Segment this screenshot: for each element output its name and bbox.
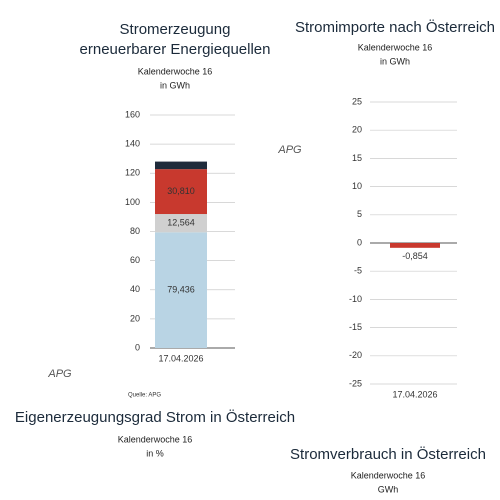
y-tick-label: -10 <box>349 294 362 304</box>
y-tick-label: 0 <box>357 237 362 247</box>
value-label: 12,564 <box>167 218 195 228</box>
value-label: 79,436 <box>167 285 195 295</box>
source: Quelle: APG <box>128 393 161 399</box>
y-tick-label: 20 <box>352 125 362 135</box>
y-tick-label: 20 <box>130 313 140 323</box>
y-tick-label: 140 <box>125 139 140 149</box>
logo: APG <box>277 144 302 156</box>
bar <box>155 214 207 233</box>
y-tick-label: 100 <box>125 197 140 207</box>
y-tick-label: 120 <box>125 168 140 178</box>
y-tick-label: 15 <box>352 153 362 163</box>
y-tick-label: 5 <box>357 209 362 219</box>
y-tick-label: 0 <box>135 342 140 352</box>
chart-title: Stromerzeugung <box>120 21 231 38</box>
y-tick-label: 10 <box>352 181 362 191</box>
y-tick-label: -15 <box>349 322 362 332</box>
chart-subtitle: Kalenderwoche 16 <box>138 66 213 76</box>
chart-title: Stromverbrauch in Österreich <box>290 445 486 463</box>
bar <box>390 243 440 248</box>
y-tick-label: -20 <box>349 350 362 360</box>
chart-subtitle: Kalenderwoche 16 <box>351 470 426 480</box>
chart-title: erneuerbarer Energiequellen <box>80 41 271 58</box>
y-tick-label: -25 <box>349 378 362 388</box>
bar <box>155 232 207 348</box>
value-label: 30,810 <box>167 186 195 196</box>
x-tick-label: 17.04.2026 <box>392 389 437 399</box>
chart-subtitle: Kalenderwoche 16 <box>118 434 193 444</box>
chart-subtitle: in GWh <box>160 80 190 90</box>
y-tick-label: 60 <box>130 255 140 265</box>
chart-subtitle: GWh <box>378 484 399 494</box>
logo: APG <box>47 368 72 380</box>
y-tick-label: 160 <box>125 109 140 119</box>
bar <box>155 161 207 170</box>
chart-title: Stromimporte nach Österreich <box>295 18 495 36</box>
y-tick-label: -5 <box>354 266 362 276</box>
chart-title: Eigenerzeugungsgrad Strom in Österreich <box>15 408 295 426</box>
bar <box>155 169 207 215</box>
chart-subtitle: in % <box>146 448 164 458</box>
x-tick-label: 17.04.2026 <box>158 353 203 363</box>
y-tick-label: 80 <box>130 226 140 236</box>
chart-subtitle: Kalenderwoche 16 <box>358 42 433 52</box>
chart-subtitle: in GWh <box>380 56 410 66</box>
value-label: -0,854 <box>402 251 428 261</box>
y-tick-label: 25 <box>352 96 362 106</box>
y-tick-label: 40 <box>130 284 140 294</box>
